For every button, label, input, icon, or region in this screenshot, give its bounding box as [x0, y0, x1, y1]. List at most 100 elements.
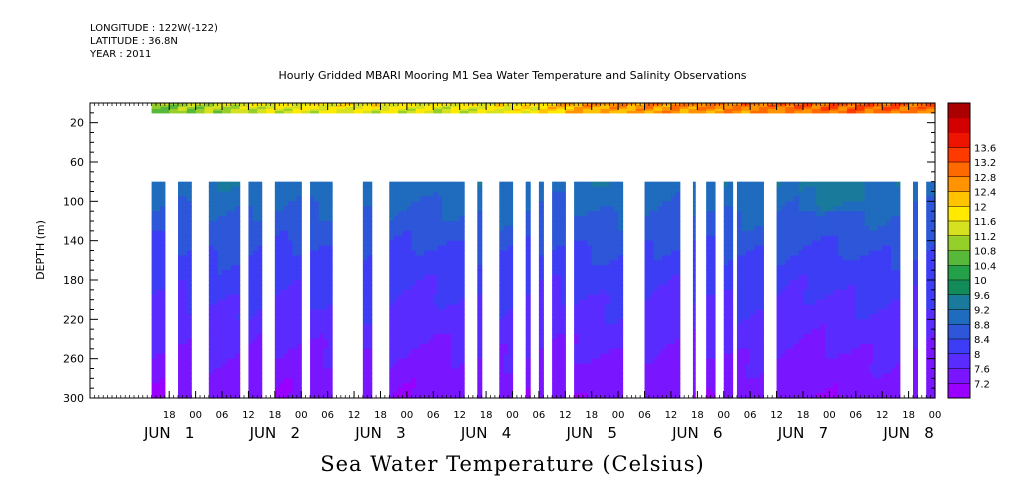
deep-temperature-cell [851, 329, 857, 335]
deep-temperature-cell [851, 270, 857, 276]
deep-temperature-cell [838, 339, 844, 345]
deep-temperature-cell [657, 314, 663, 320]
deep-temperature-cell [802, 225, 808, 232]
deep-temperature-cell [252, 235, 258, 242]
deep-temperature-cell [459, 221, 465, 227]
deep-temperature-cell [217, 221, 223, 227]
deep-temperature-cell [758, 206, 764, 212]
deep-temperature-cell [160, 275, 166, 281]
deep-temperature-cell [367, 196, 373, 202]
deep-temperature-cell [692, 201, 696, 207]
deep-temperature-cell [613, 255, 619, 261]
deep-temperature-cell [556, 235, 562, 242]
deep-temperature-cell [428, 211, 434, 217]
deep-temperature-cell [710, 378, 716, 384]
deep-temperature-cell [186, 245, 192, 252]
surface-temperature-cell [582, 104, 593, 108]
deep-temperature-cell [442, 235, 448, 242]
surface-temperature-cell [406, 104, 417, 108]
deep-temperature-cell [459, 304, 465, 311]
deep-temperature-cell [415, 230, 421, 237]
deep-temperature-cell [235, 250, 241, 257]
deep-temperature-cell [653, 294, 659, 301]
deep-temperature-cell [807, 363, 813, 370]
deep-temperature-cell [578, 329, 584, 335]
surface-temperature-cell [547, 110, 558, 114]
deep-temperature-cell [556, 294, 562, 301]
deep-temperature-cell [662, 211, 668, 217]
deep-temperature-cell [327, 388, 333, 394]
deep-temperature-cell [838, 358, 844, 365]
deep-temperature-cell [525, 211, 531, 217]
deep-temperature-cell [310, 280, 316, 286]
deep-temperature-cell [618, 348, 624, 355]
deep-temperature-cell [723, 289, 729, 296]
deep-temperature-cell [156, 211, 162, 217]
surface-temperature-cell [679, 108, 690, 112]
deep-temperature-cell [186, 240, 192, 247]
deep-temperature-cell [437, 309, 443, 316]
deep-temperature-cell [160, 201, 166, 207]
deep-temperature-cell [833, 260, 839, 266]
surface-temperature-cell [204, 110, 214, 114]
deep-temperature-cell [213, 388, 219, 394]
deep-temperature-cell [842, 324, 848, 330]
deep-temperature-cell [728, 324, 734, 330]
deep-temperature-cell [613, 388, 619, 394]
deep-temperature-cell [736, 206, 742, 212]
deep-temperature-cell [459, 196, 465, 202]
deep-temperature-cell [662, 324, 668, 330]
deep-temperature-cell [248, 309, 254, 316]
deep-temperature-cell [552, 255, 558, 261]
deep-temperature-cell [235, 393, 241, 399]
deep-temperature-cell [274, 270, 280, 276]
surface-temperature-cell [494, 104, 505, 108]
deep-temperature-cell [499, 211, 505, 217]
deep-temperature-cell [362, 343, 368, 350]
deep-temperature-cell [741, 348, 747, 355]
deep-temperature-cell [574, 304, 580, 311]
deep-temperature-cell [780, 245, 786, 252]
deep-temperature-cell [398, 368, 404, 375]
deep-temperature-cell [811, 265, 817, 271]
deep-temperature-cell [213, 235, 219, 242]
deep-temperature-cell [406, 206, 412, 212]
deep-temperature-cell [226, 260, 232, 266]
deep-temperature-cell [706, 314, 712, 320]
deep-temperature-cell [596, 314, 602, 320]
deep-temperature-cell [433, 334, 439, 340]
deep-temperature-cell [723, 235, 729, 242]
deep-temperature-cell [596, 383, 602, 389]
deep-temperature-cell [283, 388, 289, 394]
deep-temperature-cell [794, 284, 800, 291]
deep-temperature-cell [235, 260, 241, 266]
deep-temperature-cell [653, 324, 659, 330]
deep-temperature-cell [508, 265, 514, 271]
deep-temperature-cell [657, 181, 663, 188]
deep-temperature-cell [279, 289, 285, 296]
deep-temperature-cell [420, 235, 426, 242]
deep-temperature-cell [323, 329, 329, 335]
deep-temperature-cell [582, 383, 588, 389]
deep-temperature-cell [820, 255, 826, 261]
deep-temperature-cell [838, 363, 844, 370]
deep-temperature-cell [838, 343, 844, 350]
deep-temperature-cell [556, 181, 562, 188]
deep-temperature-cell [455, 363, 461, 370]
deep-temperature-cell [829, 373, 835, 379]
deep-temperature-cell [851, 289, 857, 296]
deep-temperature-cell [670, 393, 676, 399]
deep-temperature-cell [596, 206, 602, 212]
deep-temperature-cell [789, 284, 795, 291]
deep-temperature-cell [789, 309, 795, 316]
deep-temperature-cell [745, 240, 751, 247]
deep-temperature-cell [802, 383, 808, 389]
deep-temperature-cell [310, 206, 316, 212]
deep-temperature-cell [437, 225, 443, 232]
deep-temperature-cell [156, 289, 162, 296]
deep-temperature-cell [248, 270, 254, 276]
deep-temperature-cell [525, 260, 531, 266]
deep-temperature-cell [794, 339, 800, 345]
deep-temperature-cell [274, 383, 280, 389]
deep-temperature-cell [503, 216, 509, 222]
